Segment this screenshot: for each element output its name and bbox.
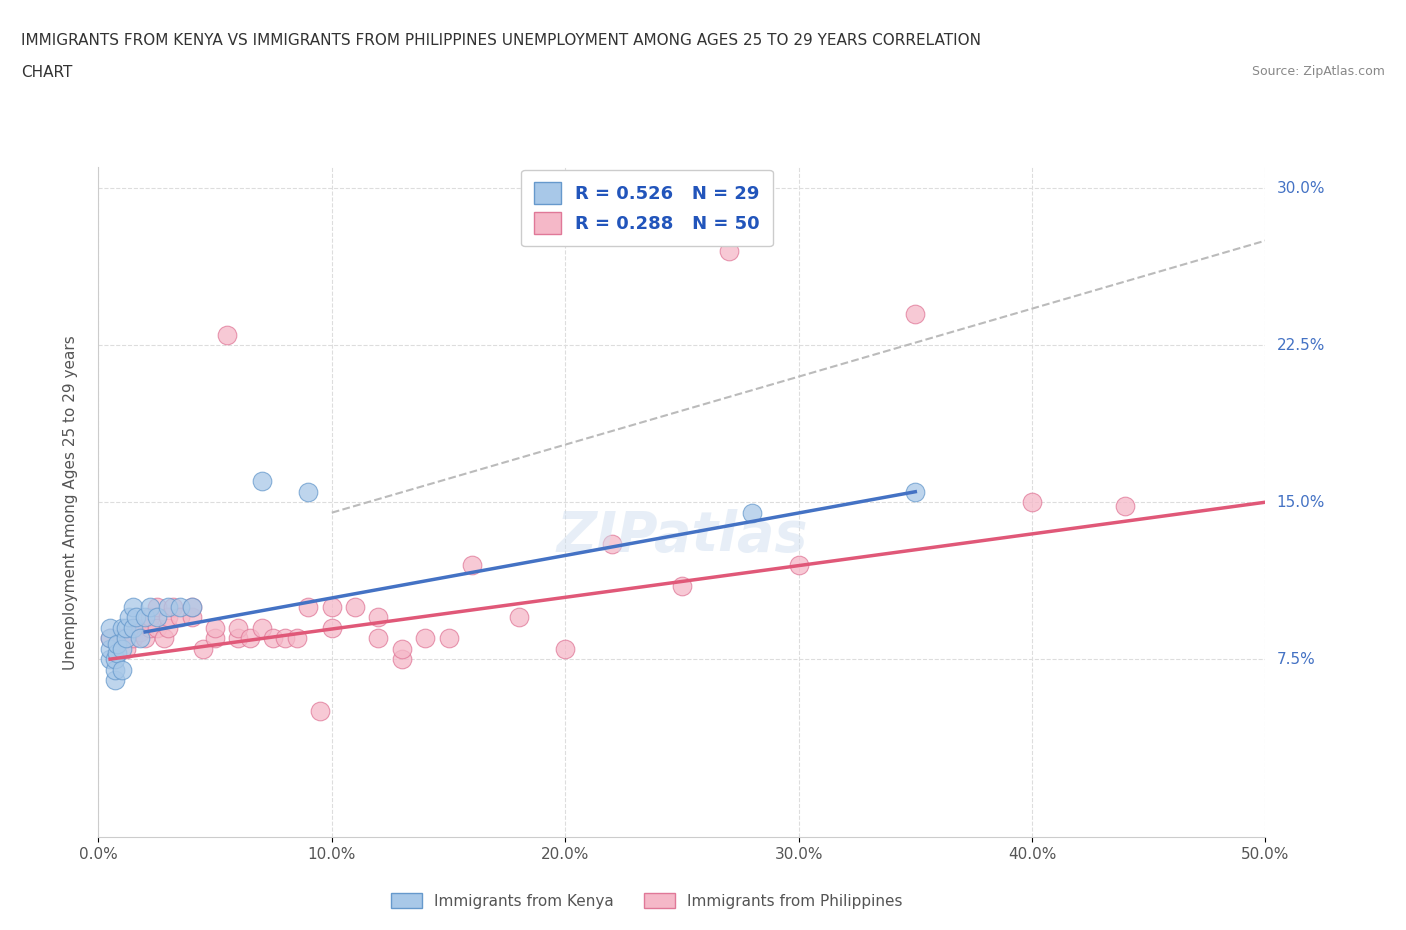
Point bbox=[787, 558, 810, 573]
Point bbox=[367, 610, 389, 625]
Point bbox=[139, 610, 162, 625]
Point bbox=[297, 485, 319, 499]
Point bbox=[508, 610, 530, 625]
Point bbox=[122, 600, 145, 615]
Point bbox=[122, 620, 145, 635]
Point bbox=[285, 631, 308, 645]
Point bbox=[904, 307, 927, 322]
Point bbox=[228, 620, 250, 635]
Point bbox=[321, 600, 343, 615]
Point bbox=[134, 610, 156, 625]
Point bbox=[180, 600, 202, 615]
Point bbox=[115, 631, 138, 645]
Point bbox=[125, 610, 148, 625]
Point bbox=[139, 620, 162, 635]
Point bbox=[146, 620, 169, 635]
Point bbox=[344, 600, 367, 615]
Point bbox=[437, 631, 460, 645]
Point bbox=[157, 610, 180, 625]
Point bbox=[98, 642, 121, 657]
Point bbox=[111, 620, 134, 635]
Legend: Immigrants from Kenya, Immigrants from Philippines: Immigrants from Kenya, Immigrants from P… bbox=[384, 885, 910, 916]
Point bbox=[274, 631, 297, 645]
Point bbox=[139, 600, 162, 615]
Point bbox=[180, 600, 202, 615]
Point bbox=[904, 485, 927, 499]
Point bbox=[391, 652, 413, 667]
Point bbox=[297, 600, 319, 615]
Point bbox=[461, 558, 484, 573]
Point bbox=[1114, 499, 1136, 514]
Point bbox=[111, 662, 134, 677]
Y-axis label: Unemployment Among Ages 25 to 29 years: Unemployment Among Ages 25 to 29 years bbox=[63, 335, 77, 670]
Text: 15.0%: 15.0% bbox=[1277, 495, 1324, 510]
Point bbox=[105, 645, 128, 660]
Point bbox=[118, 610, 141, 625]
Point bbox=[239, 631, 262, 645]
Text: CHART: CHART bbox=[21, 65, 73, 80]
Point bbox=[1021, 495, 1043, 510]
Point bbox=[111, 642, 134, 657]
Point bbox=[391, 642, 413, 657]
Point bbox=[146, 610, 169, 625]
Point bbox=[157, 600, 180, 615]
Point bbox=[741, 505, 763, 520]
Point bbox=[98, 631, 121, 645]
Point bbox=[250, 474, 273, 489]
Point bbox=[98, 620, 121, 635]
Point bbox=[717, 244, 740, 259]
Point bbox=[157, 620, 180, 635]
Point bbox=[309, 704, 332, 719]
Point bbox=[250, 620, 273, 635]
Point bbox=[162, 600, 184, 615]
Point bbox=[98, 631, 121, 645]
Point bbox=[169, 600, 191, 615]
Point bbox=[228, 631, 250, 645]
Text: ZIPatlas: ZIPatlas bbox=[557, 509, 807, 563]
Point bbox=[104, 652, 127, 667]
Point bbox=[122, 631, 145, 645]
Text: Source: ZipAtlas.com: Source: ZipAtlas.com bbox=[1251, 65, 1385, 78]
Point bbox=[169, 610, 191, 625]
Point bbox=[413, 631, 436, 645]
Point bbox=[146, 600, 169, 615]
Point bbox=[554, 642, 576, 657]
Point bbox=[321, 620, 343, 635]
Text: 7.5%: 7.5% bbox=[1277, 652, 1315, 667]
Point bbox=[204, 631, 226, 645]
Point bbox=[180, 610, 202, 625]
Point bbox=[215, 327, 238, 342]
Text: 30.0%: 30.0% bbox=[1277, 180, 1324, 196]
Point bbox=[125, 620, 148, 635]
Text: IMMIGRANTS FROM KENYA VS IMMIGRANTS FROM PHILIPPINES UNEMPLOYMENT AMONG AGES 25 : IMMIGRANTS FROM KENYA VS IMMIGRANTS FROM… bbox=[21, 33, 981, 47]
Point bbox=[600, 537, 623, 551]
Point bbox=[367, 631, 389, 645]
Point bbox=[262, 631, 284, 645]
Point bbox=[104, 672, 127, 687]
Point bbox=[193, 642, 215, 657]
Point bbox=[204, 620, 226, 635]
Point bbox=[115, 620, 138, 635]
Point bbox=[152, 631, 174, 645]
Point bbox=[134, 631, 156, 645]
Point bbox=[129, 631, 152, 645]
Point bbox=[98, 652, 121, 667]
Point bbox=[105, 637, 128, 652]
Point bbox=[671, 578, 693, 593]
Point bbox=[104, 662, 127, 677]
Text: 22.5%: 22.5% bbox=[1277, 338, 1324, 352]
Point bbox=[129, 625, 152, 640]
Point bbox=[115, 642, 138, 657]
Point bbox=[111, 631, 134, 645]
